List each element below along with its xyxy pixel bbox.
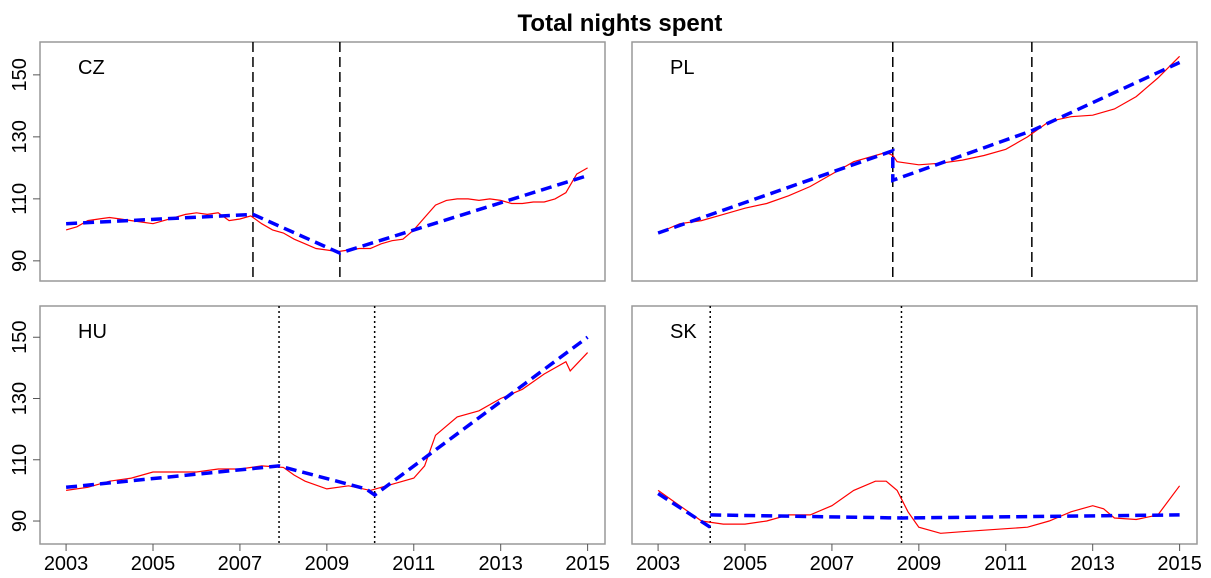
x-tick-label: 2003 <box>44 553 89 573</box>
x-tick-label: 2011 <box>392 553 435 573</box>
panel-label: CZ <box>78 57 105 79</box>
data-line <box>657 55 1181 234</box>
panel-frame <box>39 41 606 282</box>
x-tick-label: 2011 <box>984 553 1027 573</box>
y-tick-label: 110 <box>9 444 31 476</box>
x-tick-label: 2009 <box>305 553 350 573</box>
x-tick-label: 2015 <box>1157 553 1202 573</box>
y-tick-label: 130 <box>9 120 31 153</box>
x-tick-label: 2013 <box>478 553 523 573</box>
panel-label: HU <box>78 321 107 343</box>
trend-line <box>657 60 1181 235</box>
y-tick-label: 150 <box>9 58 31 91</box>
chart-title: Total nights spent <box>518 10 723 37</box>
y-tick-label: 130 <box>9 382 31 415</box>
x-tick-label: 2013 <box>1070 553 1115 573</box>
x-tick-label: 2007 <box>218 553 263 573</box>
x-tick-label: 2007 <box>810 553 855 573</box>
data-line <box>65 167 588 253</box>
y-tick-label: 110 <box>9 183 31 215</box>
x-tick-label: 2009 <box>897 553 942 573</box>
panel-frame <box>631 305 1198 545</box>
y-tick-label: 90 <box>9 510 31 532</box>
panel-frame <box>631 41 1198 282</box>
panel-frame <box>39 305 606 545</box>
x-tick-label: 2015 <box>565 553 610 573</box>
y-tick-label: 90 <box>9 250 31 272</box>
trend-line <box>66 173 589 255</box>
trend-line <box>657 492 1180 529</box>
x-tick-label: 2003 <box>636 553 681 573</box>
panel-label: SK <box>670 321 697 343</box>
panel-label: PL <box>670 57 694 79</box>
x-tick-label: 2005 <box>131 553 176 573</box>
y-tick-label: 150 <box>9 321 31 354</box>
trend-line <box>65 335 589 498</box>
data-line <box>66 352 589 492</box>
data-line <box>657 480 1181 534</box>
x-tick-label: 2005 <box>723 553 768 573</box>
